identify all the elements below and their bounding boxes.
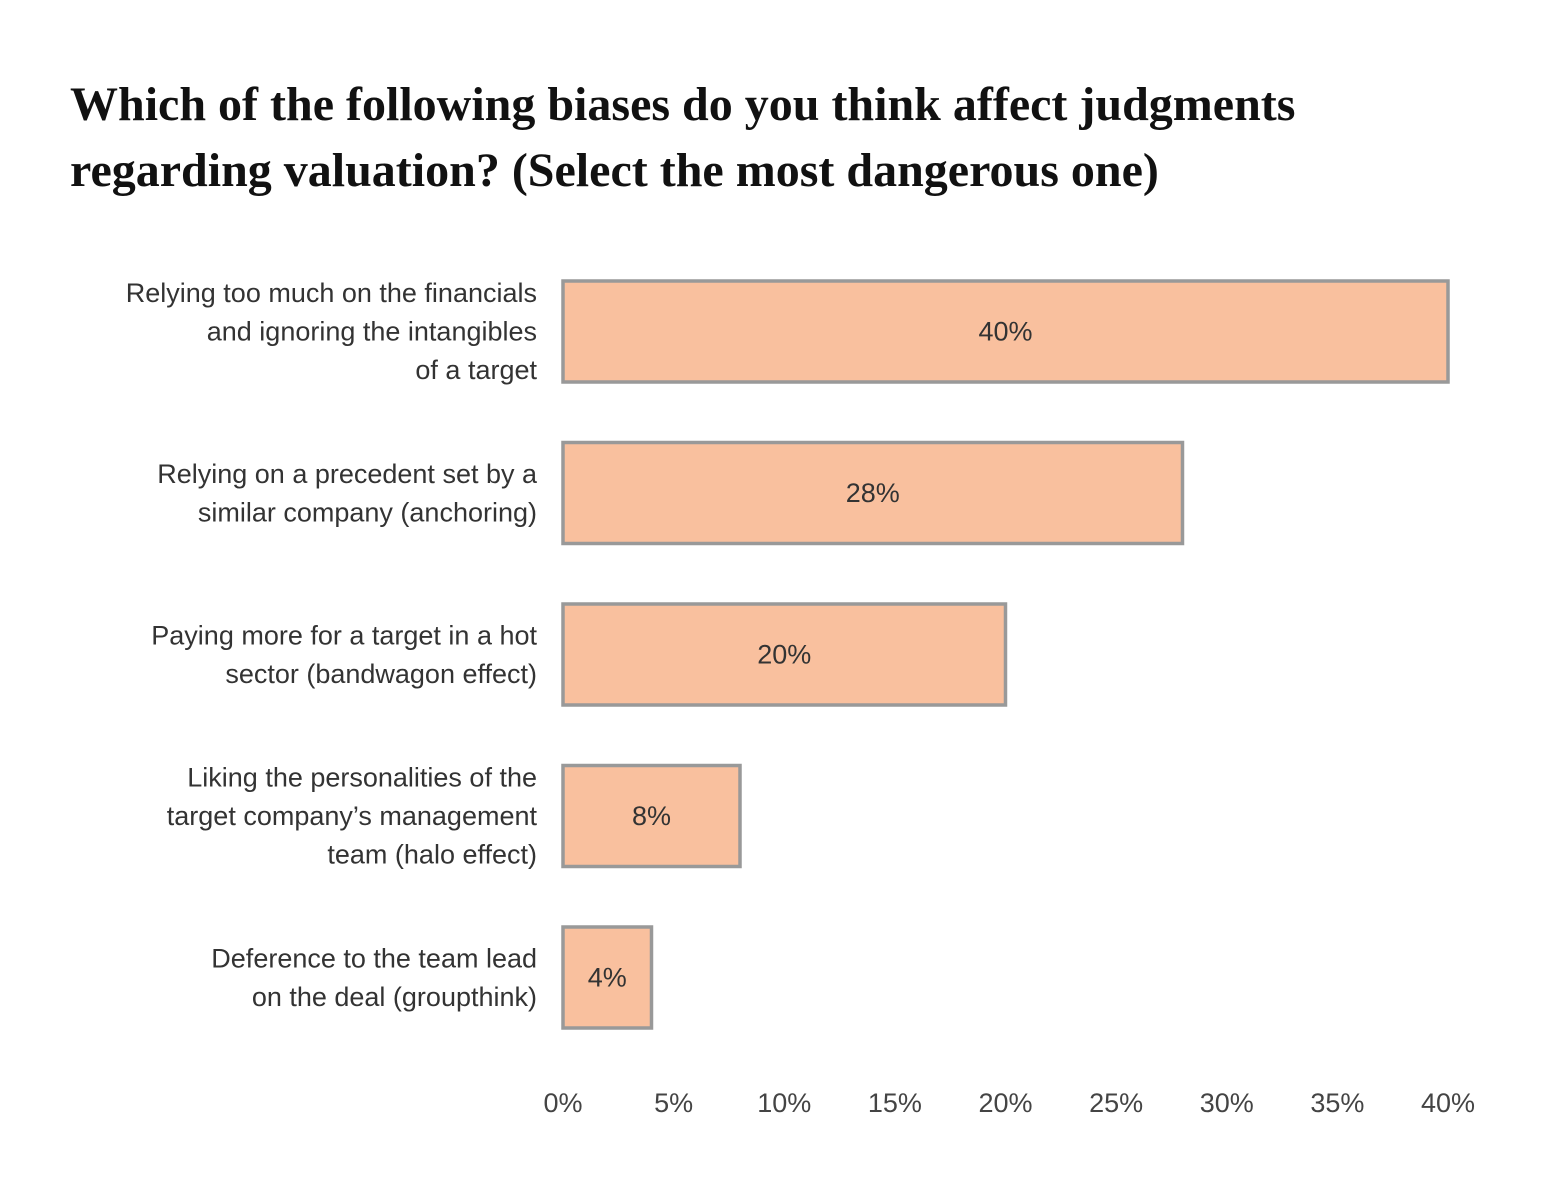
bar-group: 28% Relying on a precedent set by a simila…: [157, 440, 1185, 546]
x-tick-label: 15%: [868, 1088, 922, 1118]
category-label: Relying on a precedent set by a similar c…: [157, 459, 538, 528]
x-tick-label: 10%: [757, 1088, 811, 1118]
bar-value-label: 28%: [846, 478, 900, 508]
x-tick-label: 20%: [978, 1088, 1032, 1118]
x-tick-label: 25%: [1089, 1088, 1143, 1118]
bar: [561, 763, 742, 869]
bar-group: 20% Paying more for a target in a hot sect…: [151, 602, 1008, 707]
category-label-line: on the deal (groupthink): [252, 982, 537, 1012]
bar: [561, 440, 1185, 546]
category-label-line: Deference to the team lead: [211, 943, 537, 973]
bar-group: 40% Relying too much on the financials and…: [126, 278, 1450, 385]
bar-group: 4% Deference to the team lead on the deal …: [211, 925, 654, 1030]
category-label-line: Paying more for a target in a hot: [151, 620, 537, 650]
bar-value-label: 40%: [978, 317, 1032, 347]
category-label-line: Relying too much on the financials: [126, 278, 537, 308]
x-tick-label: 30%: [1200, 1088, 1254, 1118]
x-tick-label: 40%: [1421, 1088, 1475, 1118]
chart-title-line-1: Which of the following biases do you thi…: [70, 78, 1296, 131]
category-label-line: sector (bandwagon effect): [225, 659, 537, 689]
category-label-line: Liking the personalities of the: [187, 763, 537, 793]
category-label: Deference to the team lead on the deal (g…: [211, 943, 537, 1012]
category-label-line: similar company (anchoring): [198, 497, 537, 527]
x-tick-label: 35%: [1310, 1088, 1364, 1118]
chart-title: Which of the following biases do you thi…: [70, 72, 1490, 204]
chart-title-line-2: regarding valuation? (Select the most da…: [70, 144, 1159, 197]
category-label-line: and ignoring the intangibles: [207, 317, 537, 347]
bar: [561, 602, 1008, 707]
x-tick-label: 5%: [654, 1088, 693, 1118]
category-label: Relying too much on the financials and ig…: [126, 278, 538, 385]
bar-group: 8% Liking the personalities of the target …: [167, 763, 742, 870]
category-label-line: team (halo effect): [327, 840, 537, 870]
category-label-line: Relying on a precedent set by a: [157, 459, 538, 489]
category-label: Liking the personalities of the target co…: [167, 763, 538, 870]
bar: [561, 279, 1450, 384]
x-tick-label: 0%: [543, 1088, 582, 1118]
category-label-line: target company’s management: [167, 801, 538, 831]
bar: [561, 925, 654, 1030]
category-label-line: of a target: [415, 355, 537, 385]
bar-value-label: 8%: [632, 801, 671, 831]
bar-value-label: 20%: [757, 640, 811, 670]
category-label: Paying more for a target in a hot sector …: [151, 620, 537, 689]
bar-value-label: 4%: [588, 963, 627, 993]
